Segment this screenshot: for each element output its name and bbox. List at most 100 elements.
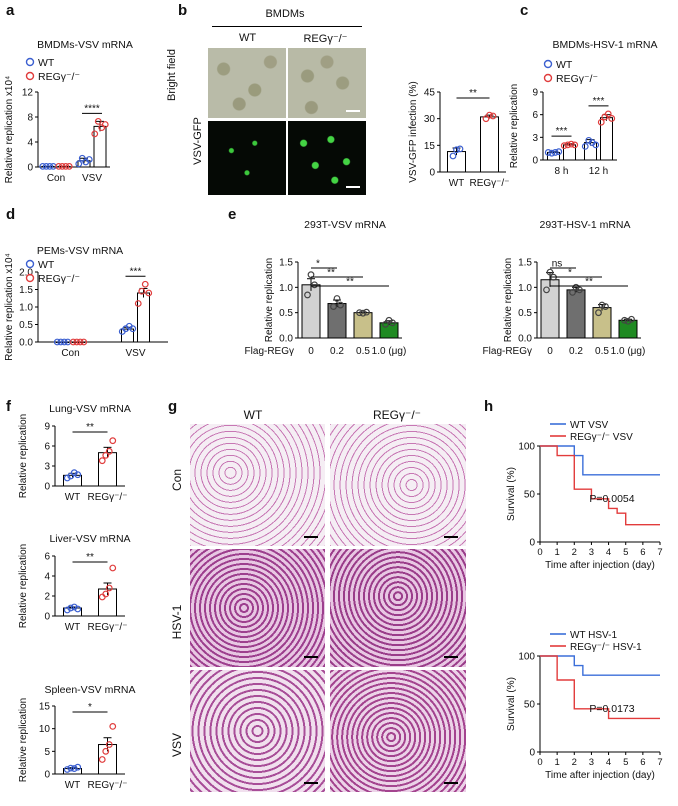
legend-reg-marker xyxy=(25,71,35,81)
panel-label-a: a xyxy=(6,2,15,19)
h1-xtick-label: 4 xyxy=(606,547,611,558)
f2-ylabel: Relative replication xyxy=(18,544,29,629)
f3-xtick-label: REGγ⁻/⁻ xyxy=(87,780,127,791)
h1-xtick-label: 5 xyxy=(623,547,628,558)
f2-point xyxy=(109,564,117,572)
h1-xtick-label: 1 xyxy=(554,547,559,558)
h1-curve xyxy=(540,445,660,476)
h1-xtick-label: 7 xyxy=(657,547,662,558)
h2-xtick-label: 6 xyxy=(640,757,645,768)
e1-sig-label: ** xyxy=(327,268,335,279)
a-xtick-label: Con xyxy=(47,173,65,184)
f2-point xyxy=(70,603,78,611)
d-ytick-label: 0.5 xyxy=(19,320,33,331)
c-point xyxy=(548,149,556,157)
panel-label-e: e xyxy=(228,206,237,223)
f3-point xyxy=(102,747,110,755)
h2-xlabel: Time after injection (day) xyxy=(545,770,655,781)
a-ytick-label: 8 xyxy=(27,113,33,124)
c-point xyxy=(571,141,579,149)
e1-ytick-label: 1.5 xyxy=(279,258,293,269)
c-point xyxy=(597,118,605,126)
c-title: BMDMs-HSV-1 mRNA xyxy=(552,39,657,51)
a-xtick-label: VSV xyxy=(82,173,102,184)
f3-xtick-label: WT xyxy=(65,780,81,791)
d-sig-label: *** xyxy=(130,266,142,277)
f3-ytick-label: 0 xyxy=(44,770,50,781)
h2-xtick-label: 4 xyxy=(606,757,611,768)
b-col-wt: WT xyxy=(238,32,257,44)
e2-sig-label: ns xyxy=(552,259,563,270)
d-point xyxy=(141,280,149,288)
d-xtick-label: Con xyxy=(61,348,79,359)
b-sig-label: ** xyxy=(469,88,477,99)
e2-point xyxy=(569,289,576,296)
f2-ytick-label: 0 xyxy=(44,612,50,623)
e1-point xyxy=(382,320,389,328)
d-point xyxy=(138,287,146,295)
g-con-reg-image xyxy=(330,424,466,546)
f3-point xyxy=(98,756,106,763)
e2-point xyxy=(546,268,554,276)
b-ytick-label: 30 xyxy=(424,114,436,125)
h1-ytick-label: 50 xyxy=(524,490,536,501)
c-sig-label: *** xyxy=(593,96,605,107)
f1-ytick-label: 3 xyxy=(44,462,50,473)
e2-ytick-label: 1.0 xyxy=(518,283,532,294)
c-ytick-label: 9 xyxy=(532,88,538,99)
b-scale-bar-2 xyxy=(346,186,360,188)
f3-ytick-label: 15 xyxy=(39,702,51,713)
f2-point xyxy=(67,604,75,612)
h2-ytick-label: 0 xyxy=(529,748,535,759)
b-scale-bar-1 xyxy=(346,110,360,112)
f3-ytick-label: 5 xyxy=(44,747,50,758)
e1-bar xyxy=(327,303,347,339)
h1-legend-label: REGγ⁻/⁻ VSV xyxy=(570,432,633,443)
b-ylabel: VSV-GFP infection (%) xyxy=(408,81,419,183)
d-xtick-label: VSV xyxy=(125,348,145,359)
e2-xtick-label: 0.5 xyxy=(595,346,609,357)
e1-sig-label: ** xyxy=(346,277,354,288)
a-point xyxy=(78,154,86,162)
g-scale-bar-2 xyxy=(444,536,458,538)
a-ylabel: Relative replication x10⁴ xyxy=(4,76,15,184)
a-ytick-label: 4 xyxy=(27,138,33,149)
g-hsv-wt-image xyxy=(190,549,325,667)
h2-xtick-label: 0 xyxy=(537,757,542,768)
e1-flag-label: Flag-REGγ xyxy=(245,346,294,357)
e1-ylabel: Relative replication xyxy=(264,258,275,343)
d-ytick-label: 1.0 xyxy=(19,303,33,314)
h2-xtick-label: 3 xyxy=(589,757,594,768)
c-point xyxy=(581,142,589,150)
a-sig-label: **** xyxy=(84,103,100,114)
a-ytick-label: 0 xyxy=(27,163,33,174)
h1-ylabel: Survival (%) xyxy=(506,467,517,521)
d-point xyxy=(57,338,65,346)
f1-ylabel: Relative replication xyxy=(18,414,29,499)
f1-point xyxy=(98,457,106,465)
e1-ytick-label: 0.0 xyxy=(279,334,293,345)
f2-sig-label: ** xyxy=(86,552,94,563)
e2-sig-label: * xyxy=(568,268,572,279)
e1-xtick-label: 0.2 xyxy=(330,346,344,357)
d-point xyxy=(129,325,137,333)
h2-pvalue: P=0.0173 xyxy=(589,703,634,715)
h2-curve xyxy=(540,655,660,720)
h1-ytick-label: 100 xyxy=(518,442,535,453)
panel-label-f: f xyxy=(6,398,11,415)
f2-ytick-label: 6 xyxy=(44,552,50,563)
c-point xyxy=(564,141,572,149)
b-point xyxy=(449,152,457,160)
g-scale-bar-1 xyxy=(304,536,318,538)
d-ylabel: Relative replication x10⁴ xyxy=(4,253,15,361)
f1-point xyxy=(105,447,113,455)
e1-point xyxy=(337,301,344,309)
g-scale-bar-4 xyxy=(444,656,458,658)
e2-bar xyxy=(566,289,586,339)
a-point xyxy=(65,162,73,170)
d-point xyxy=(53,338,61,346)
f2-ytick-label: 2 xyxy=(44,592,50,603)
d-title: PEMs-VSV mRNA xyxy=(37,245,123,257)
a-point xyxy=(58,162,66,170)
d-point xyxy=(73,338,81,346)
